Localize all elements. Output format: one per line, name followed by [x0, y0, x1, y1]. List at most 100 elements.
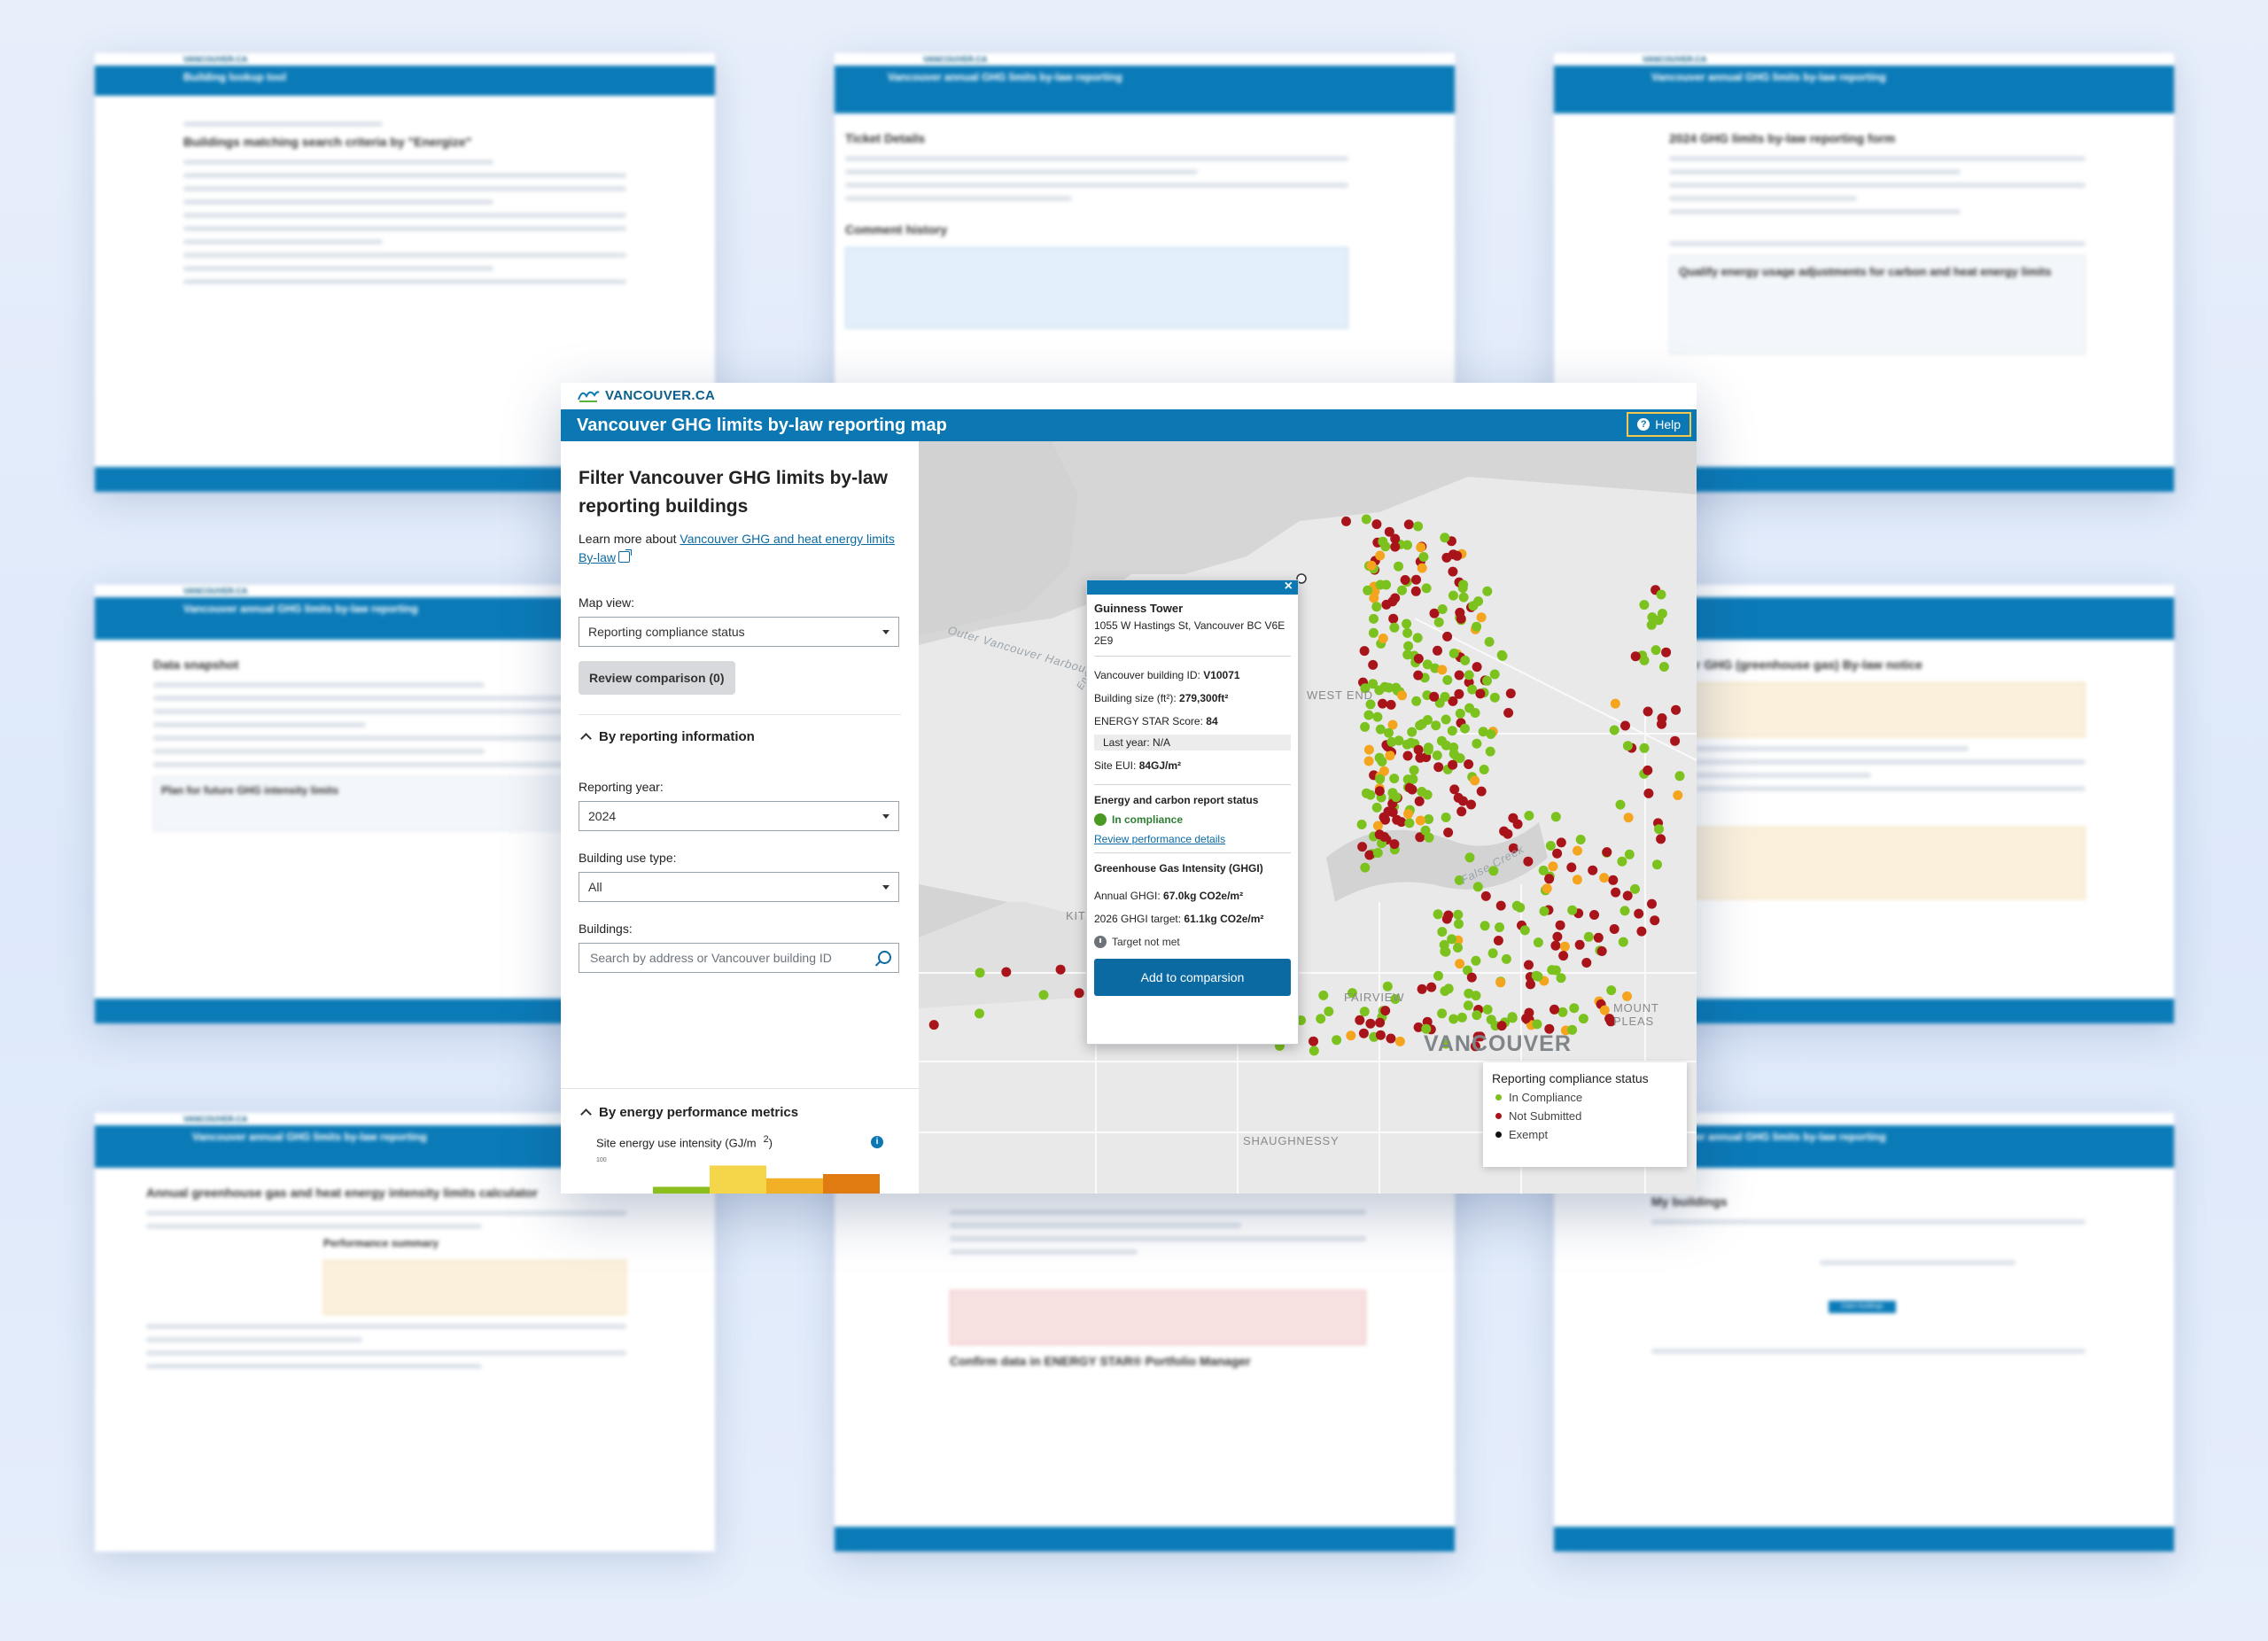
building-marker[interactable]	[1539, 906, 1550, 916]
building-marker[interactable]	[1363, 756, 1374, 766]
building-marker[interactable]	[1499, 826, 1510, 836]
building-marker[interactable]	[1547, 965, 1557, 976]
building-marker[interactable]	[1402, 618, 1412, 629]
building-marker[interactable]	[1674, 771, 1685, 782]
building-marker[interactable]	[1475, 688, 1486, 699]
building-marker[interactable]	[1384, 727, 1394, 738]
building-marker[interactable]	[1484, 636, 1495, 647]
building-marker[interactable]	[1456, 613, 1466, 624]
building-marker[interactable]	[1055, 964, 1066, 975]
building-marker[interactable]	[1441, 813, 1451, 822]
building-marker[interactable]	[1402, 739, 1412, 750]
building-marker[interactable]	[1567, 1024, 1578, 1035]
building-marker[interactable]	[1357, 842, 1368, 852]
building-marker[interactable]	[1341, 516, 1351, 526]
building-marker[interactable]	[1442, 631, 1453, 642]
building-marker[interactable]	[1572, 875, 1582, 885]
map-view-select[interactable]: Reporting compliance status	[579, 617, 899, 647]
building-marker[interactable]	[1421, 583, 1432, 594]
building-marker[interactable]	[1532, 1019, 1542, 1030]
building-marker[interactable]	[1515, 902, 1526, 913]
building-marker[interactable]	[1463, 965, 1472, 976]
building-marker[interactable]	[975, 968, 985, 978]
building-marker[interactable]	[1324, 1007, 1334, 1016]
building-marker[interactable]	[1569, 1003, 1580, 1014]
histogram-bar[interactable]	[766, 1178, 823, 1194]
building-marker[interactable]	[1588, 865, 1598, 875]
building-marker[interactable]	[1440, 986, 1450, 996]
building-marker[interactable]	[1489, 669, 1500, 680]
building-marker[interactable]	[1493, 936, 1503, 945]
building-marker[interactable]	[1400, 575, 1410, 585]
building-marker[interactable]	[1385, 751, 1395, 761]
building-marker[interactable]	[1458, 579, 1469, 590]
building-marker[interactable]	[1519, 925, 1530, 936]
building-marker[interactable]	[1404, 818, 1415, 828]
building-marker[interactable]	[1650, 915, 1660, 926]
histogram-bar[interactable]	[823, 1174, 880, 1194]
building-marker[interactable]	[1384, 526, 1394, 537]
building-marker[interactable]	[1589, 910, 1599, 920]
building-marker[interactable]	[1441, 740, 1451, 751]
building-marker[interactable]	[1466, 972, 1477, 983]
building-marker[interactable]	[1479, 765, 1489, 774]
building-marker[interactable]	[1557, 1007, 1568, 1017]
building-marker[interactable]	[1417, 787, 1427, 797]
building-marker[interactable]	[1620, 720, 1630, 731]
building-marker[interactable]	[1558, 951, 1569, 961]
building-marker[interactable]	[1443, 828, 1454, 837]
building-marker[interactable]	[1556, 973, 1566, 984]
building-marker[interactable]	[1455, 959, 1465, 969]
add-to-comparison-button[interactable]: Add to comparsion	[1094, 959, 1291, 996]
histogram-bar[interactable]	[710, 1165, 766, 1194]
building-marker[interactable]	[1458, 592, 1469, 603]
building-marker[interactable]	[1389, 774, 1400, 784]
eui-histogram[interactable]: 1000-0.250.26-0.50.51-0.750.76-11.01+	[594, 1153, 896, 1194]
building-marker[interactable]	[1381, 599, 1392, 610]
building-marker[interactable]	[1454, 688, 1464, 699]
building-marker[interactable]	[1359, 646, 1370, 657]
building-marker[interactable]	[1346, 1030, 1356, 1041]
building-marker[interactable]	[1407, 727, 1418, 737]
building-marker[interactable]	[1387, 807, 1398, 818]
building-marker[interactable]	[1453, 909, 1464, 920]
building-marker[interactable]	[1360, 683, 1371, 694]
review-comparison-button[interactable]: Review comparison (0)	[579, 661, 735, 695]
building-marker[interactable]	[1360, 721, 1371, 732]
building-marker[interactable]	[1471, 955, 1481, 966]
building-marker[interactable]	[1488, 866, 1499, 876]
building-marker[interactable]	[1657, 713, 1667, 723]
building-marker[interactable]	[1497, 650, 1508, 661]
building-marker[interactable]	[1578, 1014, 1588, 1024]
building-marker[interactable]	[1495, 900, 1506, 911]
building-marker[interactable]	[1634, 908, 1644, 919]
building-marker[interactable]	[1380, 1006, 1391, 1016]
building-marker[interactable]	[1617, 856, 1627, 867]
building-marker[interactable]	[1489, 692, 1500, 703]
building-marker[interactable]	[1548, 861, 1558, 872]
building-marker[interactable]	[1374, 752, 1385, 763]
building-marker[interactable]	[1309, 1036, 1318, 1046]
building-marker[interactable]	[1618, 937, 1628, 947]
building-marker[interactable]	[1423, 715, 1433, 725]
building-marker[interactable]	[1575, 835, 1586, 844]
building-marker[interactable]	[1386, 1033, 1396, 1044]
building-marker[interactable]	[1392, 814, 1402, 825]
building-marker[interactable]	[1472, 882, 1483, 892]
building-marker[interactable]	[1375, 774, 1386, 784]
building-marker[interactable]	[1460, 723, 1470, 734]
building-marker[interactable]	[1606, 985, 1617, 996]
building-marker[interactable]	[1647, 898, 1657, 909]
building-marker[interactable]	[1464, 988, 1474, 999]
bylaw-link[interactable]: Vancouver GHG and heat energy limits By-…	[579, 532, 895, 564]
building-marker[interactable]	[1472, 1031, 1483, 1042]
building-marker[interactable]	[1413, 670, 1424, 681]
building-marker[interactable]	[1456, 1012, 1467, 1023]
building-marker[interactable]	[1366, 560, 1377, 571]
building-marker[interactable]	[1447, 934, 1457, 945]
building-marker[interactable]	[1503, 708, 1514, 718]
building-marker[interactable]	[1437, 927, 1448, 937]
histogram-bar[interactable]	[653, 1186, 710, 1194]
building-marker[interactable]	[1538, 865, 1549, 875]
building-marker[interactable]	[1429, 691, 1440, 702]
